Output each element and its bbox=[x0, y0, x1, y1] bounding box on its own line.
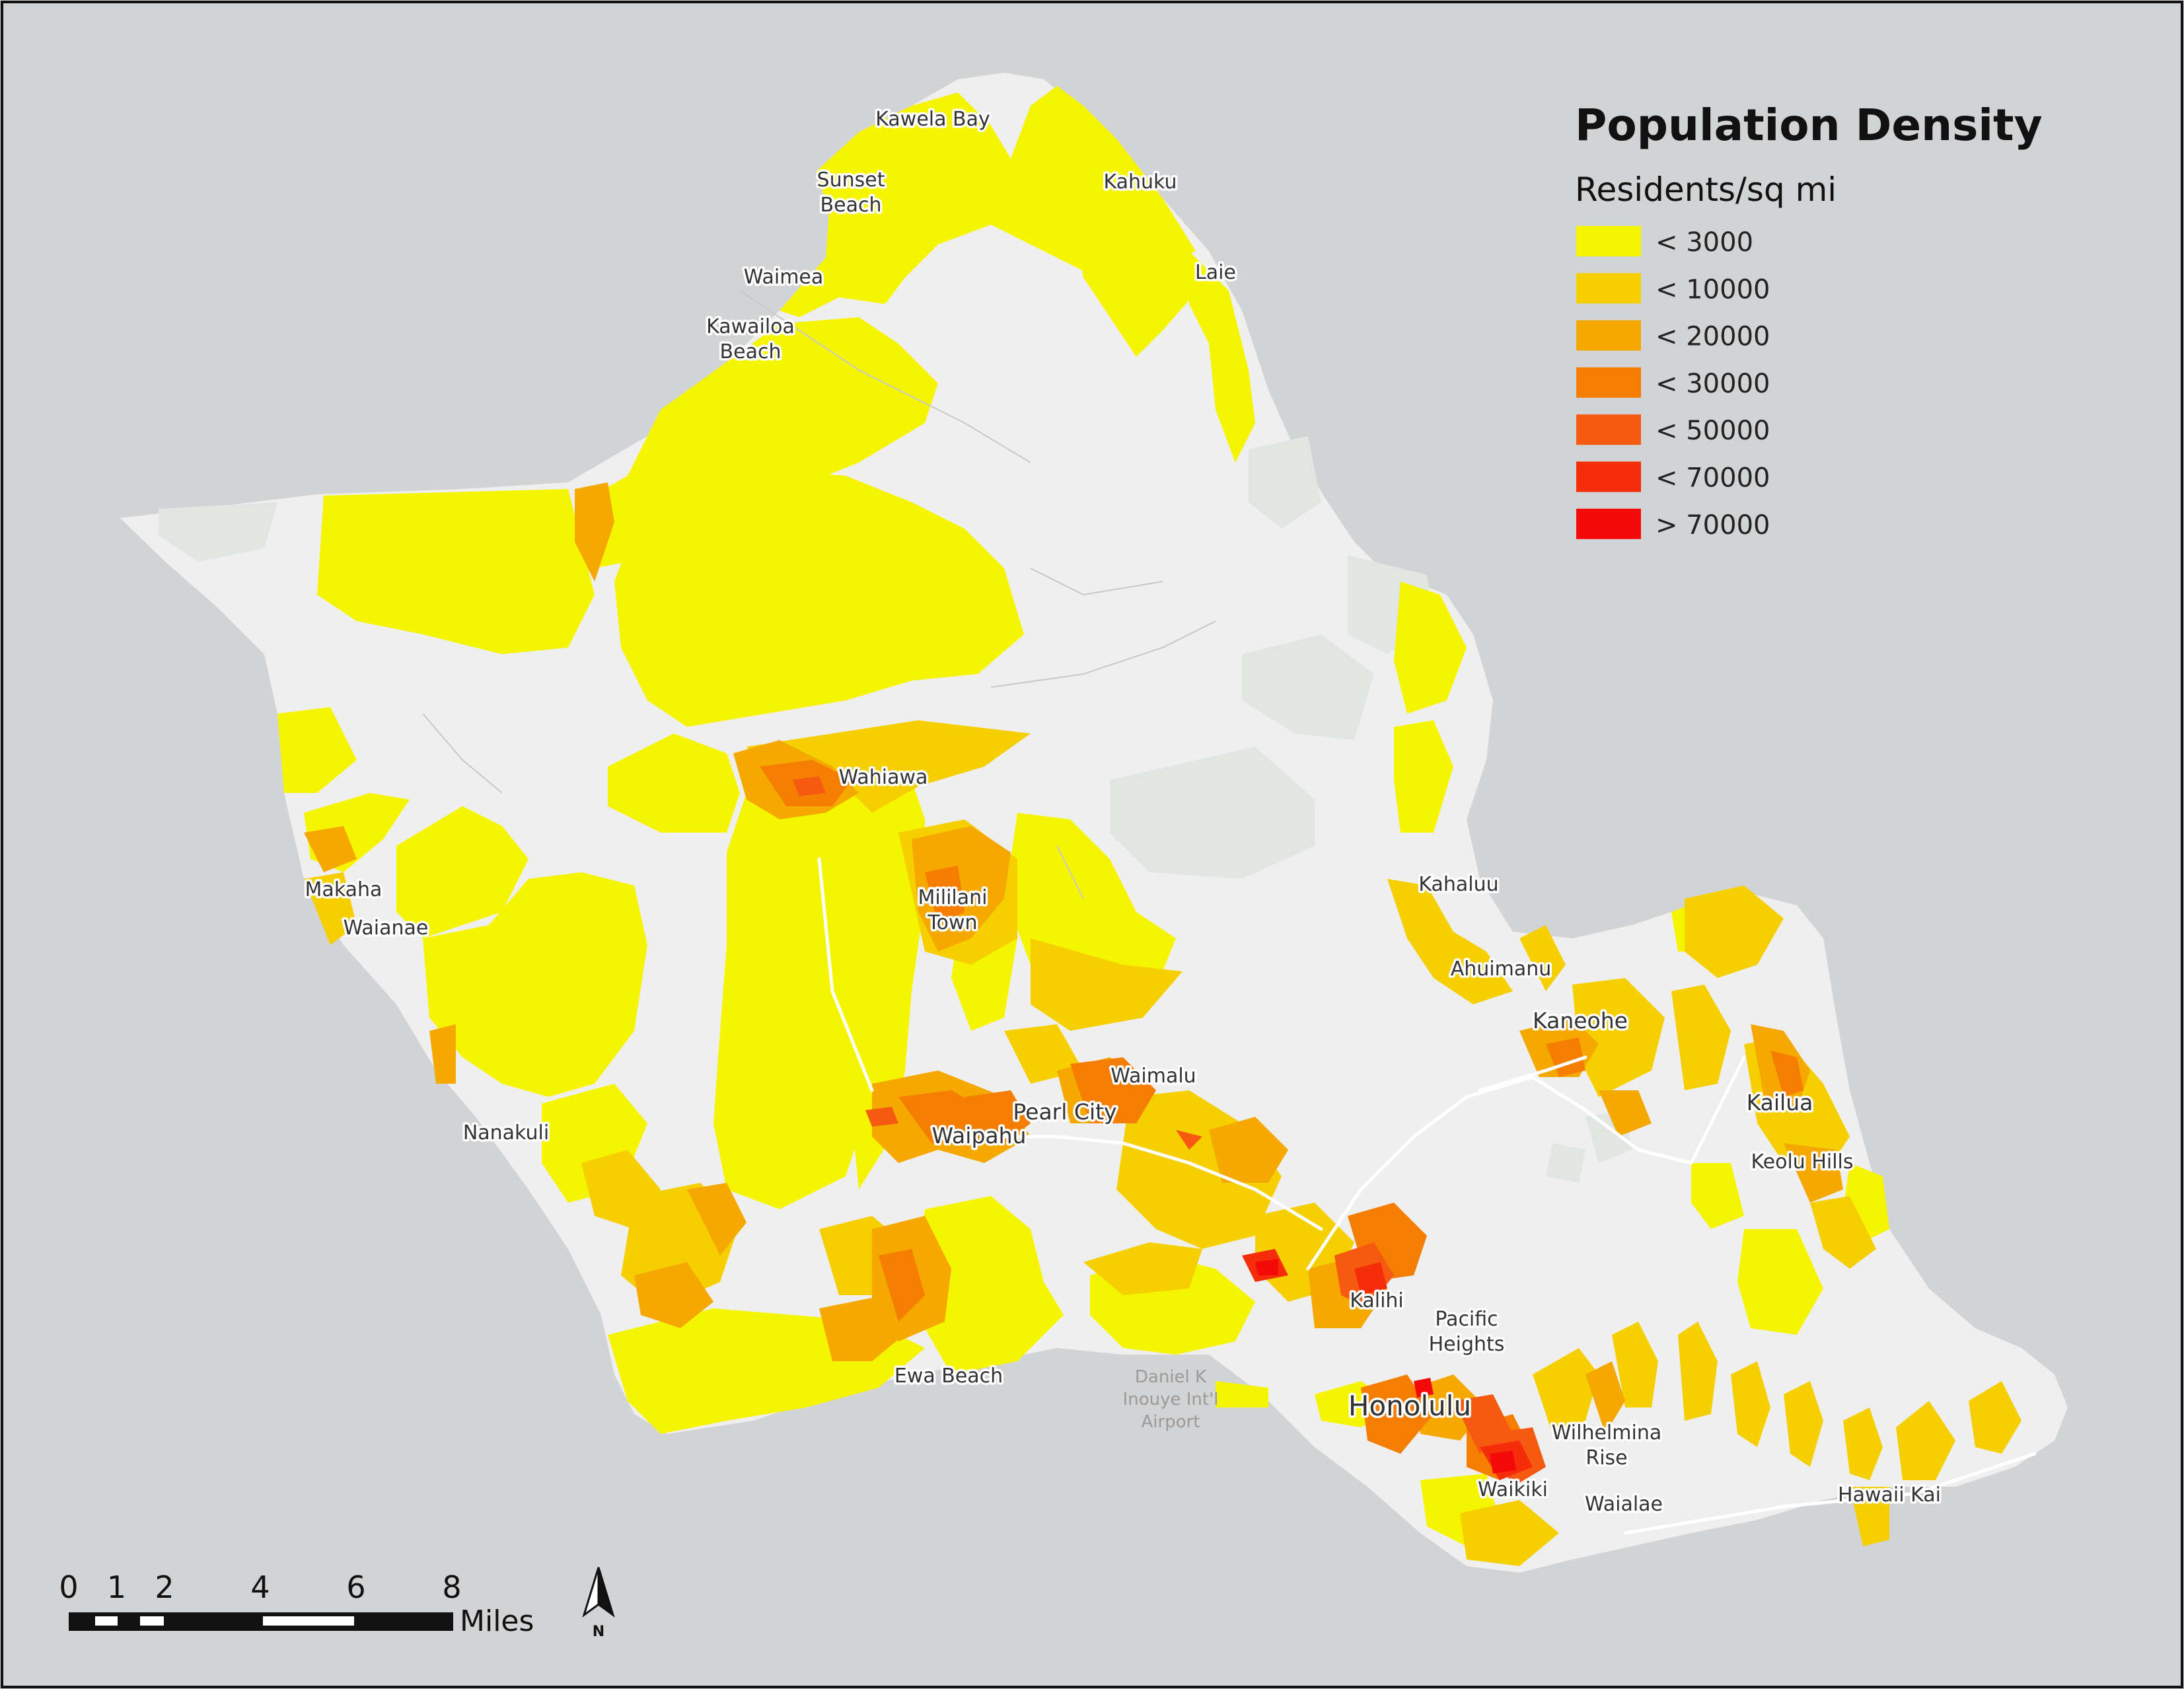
label-pacific-heights-2: Heights bbox=[1429, 1333, 1505, 1356]
legend-item-label: < 70000 bbox=[1656, 463, 1770, 494]
scale-tick-label: 6 bbox=[346, 1569, 365, 1605]
airport-line-2: Inouye Int'l bbox=[1123, 1390, 1219, 1409]
scale-tick-label: 8 bbox=[442, 1569, 461, 1605]
label-wahiawa: Wahiawa bbox=[839, 766, 928, 789]
legend-swatch bbox=[1576, 226, 1641, 256]
legend-item-label: < 30000 bbox=[1656, 369, 1770, 399]
scale-tick-label: 0 bbox=[59, 1569, 78, 1605]
label-kawailoa-beach: Kawailoa bbox=[706, 315, 795, 338]
label-sunset-beach-2: Beach bbox=[820, 194, 882, 217]
scale-tick-label: 1 bbox=[107, 1569, 126, 1605]
legend-swatch bbox=[1576, 414, 1641, 445]
north-arrow-icon: N bbox=[582, 1567, 615, 1640]
place-labels: Kawela Bay Sunset Beach Kahuku Waimea La… bbox=[303, 106, 1943, 1519]
label-pearl-city: Pearl City bbox=[1013, 1099, 1116, 1125]
label-kahaluu: Kahaluu bbox=[1418, 873, 1498, 896]
legend-items: < 3000 < 10000 < 20000 < 30000 < 50000 < 7000… bbox=[1576, 226, 1770, 541]
label-ahuimanu: Ahuimanu bbox=[1451, 957, 1552, 981]
label-laie: Laie bbox=[1195, 261, 1236, 284]
label-kailua: Kailua bbox=[1747, 1090, 1813, 1115]
highways bbox=[817, 857, 2037, 1535]
legend-item-label: > 70000 bbox=[1656, 510, 1770, 541]
label-sunset-beach: Sunset bbox=[817, 169, 885, 192]
park-areas bbox=[159, 436, 1632, 1183]
legend-subtitle: Residents/sq mi bbox=[1575, 170, 1837, 209]
scale-bar-graphic bbox=[69, 1612, 453, 1631]
north-letter: N bbox=[593, 1624, 604, 1640]
legend-item-label: < 10000 bbox=[1656, 274, 1770, 305]
legend-swatch bbox=[1576, 367, 1641, 398]
label-waipahu: Waipahu bbox=[932, 1123, 1027, 1148]
label-makaha: Makaha bbox=[305, 878, 382, 901]
label-waialae: Waialae bbox=[1585, 1493, 1663, 1516]
label-kahuku: Kahuku bbox=[1103, 170, 1177, 194]
label-mililani-town-2: Town bbox=[927, 911, 977, 934]
legend-swatch bbox=[1576, 508, 1641, 539]
label-keolu-hills: Keolu Hills bbox=[1751, 1150, 1853, 1174]
label-kalihi: Kalihi bbox=[1350, 1289, 1404, 1312]
label-waimea: Waimea bbox=[744, 266, 824, 289]
airport-line-1: Daniel K bbox=[1135, 1367, 1207, 1387]
label-waimalu: Waimalu bbox=[1110, 1065, 1196, 1088]
label-hawaii-kai: Hawaii Kai bbox=[1838, 1483, 1941, 1507]
label-waianae: Waianae bbox=[344, 917, 429, 940]
airport-label: Daniel K Inouye Int'l Airport bbox=[1123, 1367, 1219, 1432]
legend-item-label: < 3000 bbox=[1656, 227, 1753, 258]
label-kawailoa-beach-2: Beach bbox=[720, 340, 782, 363]
label-waikiki: Waikiki bbox=[1478, 1478, 1548, 1501]
legend: Population Density Residents/sq mi < 300… bbox=[1575, 100, 2043, 541]
legend-swatch bbox=[1576, 461, 1641, 492]
label-mililani-town: Mililani bbox=[918, 886, 988, 909]
legend-title: Population Density bbox=[1575, 100, 2043, 151]
label-nanakuli: Nanakuli bbox=[463, 1121, 549, 1145]
legend-swatch bbox=[1576, 320, 1641, 351]
scale-tick-label: 2 bbox=[155, 1569, 174, 1605]
legend-swatch bbox=[1576, 273, 1641, 304]
airport-line-3: Airport bbox=[1142, 1412, 1200, 1432]
secondary-roads bbox=[422, 290, 1216, 899]
label-wilhelmina-rise-2: Rise bbox=[1585, 1446, 1627, 1470]
density-gt-70000 bbox=[1255, 1259, 1516, 1474]
label-pacific-heights: Pacific bbox=[1435, 1308, 1498, 1331]
scale-unit: Miles bbox=[460, 1604, 534, 1638]
label-ewa-beach: Ewa Beach bbox=[894, 1365, 1003, 1388]
label-honolulu: Honolulu bbox=[1348, 1390, 1471, 1422]
legend-item-label: < 20000 bbox=[1656, 322, 1770, 352]
scale-tick-label: 4 bbox=[250, 1569, 270, 1605]
label-kaneohe: Kaneohe bbox=[1533, 1008, 1628, 1033]
label-kawela-bay: Kawela Bay bbox=[875, 108, 990, 131]
legend-item-label: < 50000 bbox=[1656, 416, 1770, 446]
label-wilhelmina-rise: Wilhelmina bbox=[1552, 1421, 1661, 1445]
